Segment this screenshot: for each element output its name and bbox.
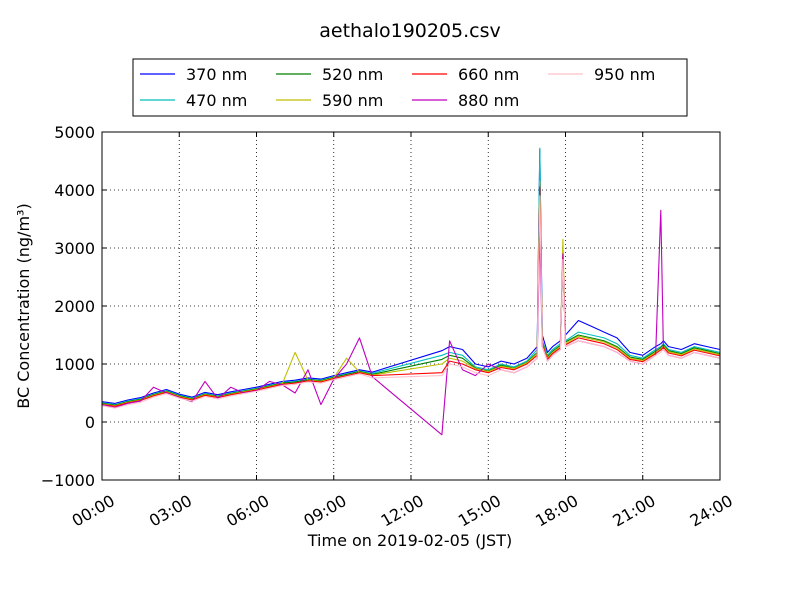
series-line-370-nm <box>101 148 721 404</box>
legend-label: 590 nm <box>322 91 383 110</box>
legend-label: 660 nm <box>458 65 519 84</box>
y-tick-label: 4000 <box>54 181 95 200</box>
series-line-660-nm <box>101 186 721 407</box>
legend-label: 520 nm <box>322 65 383 84</box>
y-tick-label: 2000 <box>54 297 95 316</box>
legend-label: 880 nm <box>458 91 519 110</box>
series-layer <box>101 147 721 436</box>
y-tick-label: 1000 <box>54 355 95 374</box>
x-axis-label: Time on 2019-02-05 (JST) <box>307 531 512 550</box>
legend-label: 470 nm <box>186 91 247 110</box>
grid <box>102 132 720 480</box>
y-tick-label: 0 <box>85 413 95 432</box>
legend-box <box>132 58 688 117</box>
series-line-470-nm <box>101 147 721 406</box>
y-tick-label: 5000 <box>54 123 95 142</box>
y-tick-label: −1000 <box>41 471 95 490</box>
legend-label: 950 nm <box>594 65 655 84</box>
y-tick-label: 3000 <box>54 239 95 258</box>
chart-title: aethalo190205.csv <box>319 20 501 42</box>
legend-label: 370 nm <box>186 65 247 84</box>
y-axis-label: BC Concentration (ng/m³) <box>14 203 33 408</box>
series-line-950-nm <box>101 195 721 409</box>
legend: 370 nm 470 nm 520 nm 590 nm 660 nm 880 nm 950 … <box>132 58 688 117</box>
